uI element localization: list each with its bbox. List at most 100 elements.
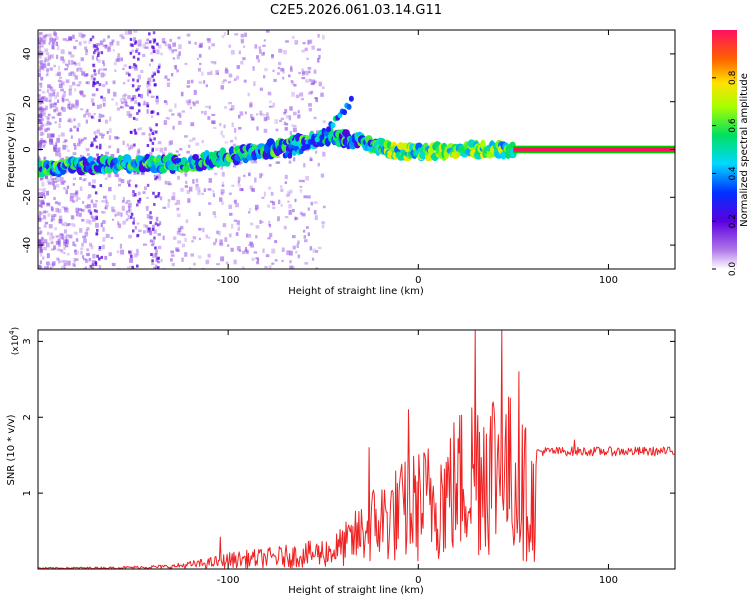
heatmap-cell [38, 199, 41, 203]
heatmap-cell [111, 206, 115, 212]
heatmap-cell [313, 116, 317, 120]
heatmap-cell [149, 230, 153, 236]
heatmap-cell [49, 54, 54, 59]
heatmap-cell [317, 162, 320, 167]
heatmap-cell [232, 164, 237, 168]
heatmap-cell [40, 118, 45, 121]
heatmap-cell [274, 119, 279, 124]
heatmap-cell [270, 200, 274, 203]
heatmap-cell [49, 103, 53, 109]
heatmap-cell [62, 59, 66, 64]
heatmap-cell [39, 109, 42, 113]
heatmap-cell [81, 218, 85, 222]
heatmap-cell [95, 217, 99, 221]
heatmap-cell [151, 141, 155, 145]
heatmap-cell [93, 157, 96, 161]
heatmap-cell [322, 34, 325, 40]
heatmap-cell [52, 89, 56, 94]
heatmap-cell [45, 242, 50, 248]
heatmap-cell [159, 196, 163, 201]
heatmap-cell [146, 196, 149, 199]
heatmap-cell [176, 207, 180, 211]
heatmap-cell [56, 176, 61, 182]
heatmap-cell [55, 207, 60, 213]
heatmap-cell [163, 100, 168, 103]
heatmap-cell [148, 227, 151, 231]
heatmap-cell [96, 80, 99, 84]
heatmap-cell [136, 171, 140, 175]
heatmap-cell [195, 186, 199, 191]
heatmap-cell [186, 150, 190, 154]
heatmap-cell [128, 114, 132, 118]
heatmap-cell [180, 91, 184, 97]
heatmap-cell [137, 74, 141, 80]
heatmap-cell [101, 114, 105, 118]
heatmap-cell [145, 224, 149, 228]
heatmap-cell [56, 92, 59, 97]
heatmap-cell [292, 208, 295, 213]
heatmap-cell [78, 81, 82, 85]
heatmap-cell [96, 254, 99, 258]
heatmap-cell [288, 160, 292, 164]
heatmap-cell [264, 266, 268, 269]
heatmap-cell [197, 67, 202, 72]
heatmap-cell [83, 178, 87, 181]
heatmap-cell [132, 217, 136, 222]
heatmap-cell [93, 112, 96, 115]
heatmap-cell [52, 235, 55, 239]
heatmap-cell [199, 62, 202, 65]
heatmap-cell [284, 127, 288, 131]
heatmap-cell [305, 148, 309, 152]
heatmap-cell [137, 109, 141, 113]
heatmap-cell [92, 203, 97, 208]
heatmap-cell [101, 211, 106, 214]
heatmap-cell [96, 104, 100, 110]
heatmap-cell [63, 180, 66, 183]
heatmap-cell [124, 101, 128, 106]
heatmap-cell [114, 213, 117, 217]
heatmap-cell [80, 138, 84, 142]
heatmap-cell [235, 75, 240, 80]
heatmap-cell [221, 35, 225, 39]
heatmap-cell [65, 79, 70, 84]
spectrogram-y-label: Frequency (Hz) [6, 112, 17, 188]
heatmap-cell [151, 262, 154, 266]
heatmap-cell [135, 49, 138, 53]
heatmap-cell [198, 227, 202, 231]
heatmap-cell [122, 197, 125, 202]
heatmap-cell [90, 115, 94, 119]
heatmap-cell [131, 265, 134, 269]
heatmap-cell [70, 54, 75, 58]
heatmap-cell [53, 213, 57, 217]
heatmap-cell [89, 38, 93, 42]
heatmap-cell [105, 81, 108, 85]
heatmap-cell [221, 181, 224, 186]
heatmap-cell [240, 33, 245, 38]
heatmap-cell [268, 265, 272, 269]
heatmap-cell [161, 38, 166, 43]
heatmap-cell [41, 191, 45, 197]
heatmap-cell [246, 250, 249, 253]
heatmap-cell [81, 242, 84, 247]
heatmap-cell [149, 239, 153, 243]
heatmap-cell [61, 96, 65, 102]
heatmap-cell [98, 264, 102, 269]
heatmap-cell [130, 97, 133, 102]
heatmap-cell [110, 236, 114, 240]
heatmap-cell [88, 40, 92, 44]
heatmap-cell [153, 236, 156, 240]
heatmap-cell [157, 223, 160, 227]
heatmap-cell [294, 216, 297, 221]
heatmap-cell [46, 261, 50, 266]
heatmap-cell [108, 252, 112, 257]
heatmap-cell [86, 248, 89, 252]
heatmap-cell [262, 44, 266, 47]
heatmap-cell [95, 88, 99, 92]
heatmap-cell [77, 123, 81, 127]
heatmap-cell [272, 206, 276, 210]
heatmap-cell [251, 188, 255, 192]
heatmap-cell [92, 217, 96, 222]
heatmap-cell [164, 75, 168, 79]
heatmap-cell [220, 166, 223, 170]
heatmap-cell [50, 241, 54, 245]
